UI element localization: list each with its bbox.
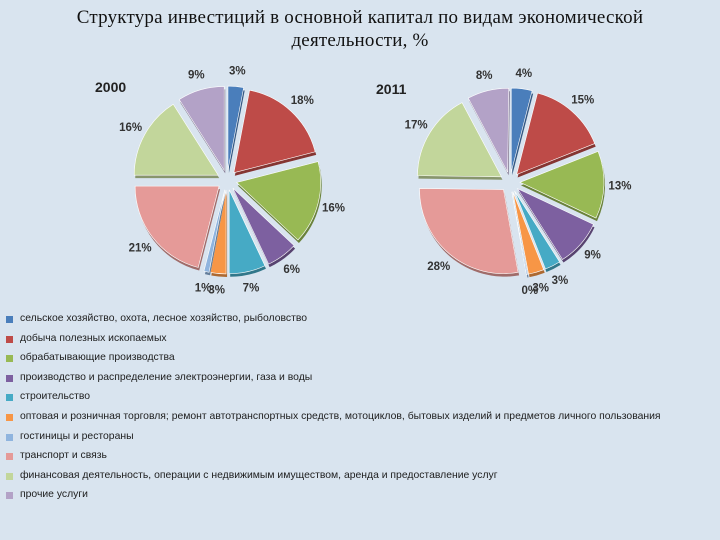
pie-data-label: 1% xyxy=(195,282,212,294)
pie-slice xyxy=(419,188,519,274)
pie-data-label: 21% xyxy=(129,242,152,254)
chart-title-line-1: Структура инвестиций в основной капитал … xyxy=(76,7,644,28)
pie-data-label: 3% xyxy=(229,65,246,77)
legend-item: оптовая и розничная торговля; ремонт авт… xyxy=(0,408,720,428)
legend-item: строительство xyxy=(0,388,720,408)
pie-slice xyxy=(178,86,225,172)
legend-item: прочие услуги xyxy=(0,486,720,506)
legend-label: сельское хозяйство, охота, лесное хозяйс… xyxy=(20,313,308,324)
legend-swatch xyxy=(6,413,13,421)
chart-title: Структура инвестиций в основной капитал … xyxy=(0,6,720,52)
legend-swatch xyxy=(6,335,13,343)
legend-label: оптовая и розничная торговля; ремонт авт… xyxy=(20,410,661,422)
legend-swatch xyxy=(6,472,13,480)
legend-label: обрабатывающие производства xyxy=(20,352,175,364)
pie-slice xyxy=(510,87,533,173)
legend-item: финансовая деятельность, операции с недв… xyxy=(0,467,720,487)
pie-data-label: 4% xyxy=(515,68,532,80)
legend-swatch xyxy=(6,433,13,441)
legend-item: производство и распределение электроэнер… xyxy=(0,369,720,389)
pie-data-label: 16% xyxy=(119,122,142,134)
legend-swatch xyxy=(6,492,13,500)
pie-title: 2011 xyxy=(376,81,407,97)
pie-slice xyxy=(417,102,502,178)
legend-swatch xyxy=(6,355,13,363)
pie-data-label: 9% xyxy=(584,250,601,262)
pie-slice xyxy=(514,190,560,270)
pie-data-label: 3% xyxy=(552,275,569,287)
legend-label: производство и распределение электроэнер… xyxy=(20,371,313,383)
legend-label: прочие услуги xyxy=(20,489,88,501)
pie-slice xyxy=(516,187,594,260)
legend-item: сельское хозяйство, охота, лесное хозяйс… xyxy=(0,310,720,330)
legend-label: добыча полезных ископаемых xyxy=(20,332,167,344)
legend-swatch xyxy=(6,453,13,461)
pie-charts: 20003%18%16%6%7%3%1%21%16%9%20114%15%13%… xyxy=(95,65,631,297)
pie-slice xyxy=(511,191,528,275)
pie-slice xyxy=(512,191,545,275)
legend-label: строительство xyxy=(20,391,91,403)
pie-slice xyxy=(227,85,245,171)
pie-slice xyxy=(134,185,220,268)
pie-slice xyxy=(133,103,219,176)
pie-data-label: 9% xyxy=(188,69,205,81)
legend-swatch xyxy=(6,394,13,402)
legend-label: финансовая деятельность, операции с недв… xyxy=(20,469,498,481)
legend-swatch xyxy=(6,374,13,382)
pie-data-label: 17% xyxy=(405,120,428,132)
pie-slice xyxy=(203,189,226,273)
legend: сельское хозяйство, охота, лесное хозяйс… xyxy=(0,310,720,506)
pie-data-label: 18% xyxy=(291,95,314,107)
legend-item: добыча полезных ископаемых xyxy=(0,330,720,350)
pie-title: 2000 xyxy=(95,79,126,95)
pie-data-label: 28% xyxy=(427,261,450,273)
pie-slice-shadow xyxy=(512,194,529,278)
pie-slice xyxy=(233,89,316,174)
pie-slice xyxy=(232,187,295,265)
pie-data-label: 13% xyxy=(608,180,631,192)
pie-slice xyxy=(516,92,596,175)
pie-data-label: 3% xyxy=(532,283,549,295)
legend-label: гостиницы и рестораны xyxy=(20,430,134,442)
pie-slice xyxy=(236,161,321,241)
legend-item: обрабатывающие производства xyxy=(0,349,720,369)
pie-slice xyxy=(519,151,605,219)
pie-data-label: 0% xyxy=(522,285,539,297)
pie-data-label: 8% xyxy=(476,70,493,82)
chart-title-line-2: деятельности, % xyxy=(291,30,429,51)
legend-swatch xyxy=(6,316,13,323)
pie-data-label: 15% xyxy=(571,94,594,106)
legend-label: транспорт и связь xyxy=(20,450,107,462)
pie-data-label: 3% xyxy=(208,285,225,297)
pie-data-label: 16% xyxy=(322,202,345,214)
pie-slice xyxy=(228,189,266,275)
pie-slice xyxy=(467,87,510,173)
legend-item: транспорт и связь xyxy=(0,447,720,467)
pie-data-label: 6% xyxy=(283,264,300,276)
legend-item: гостиницы и рестораны xyxy=(0,428,720,448)
pie-data-label: 7% xyxy=(243,282,260,294)
